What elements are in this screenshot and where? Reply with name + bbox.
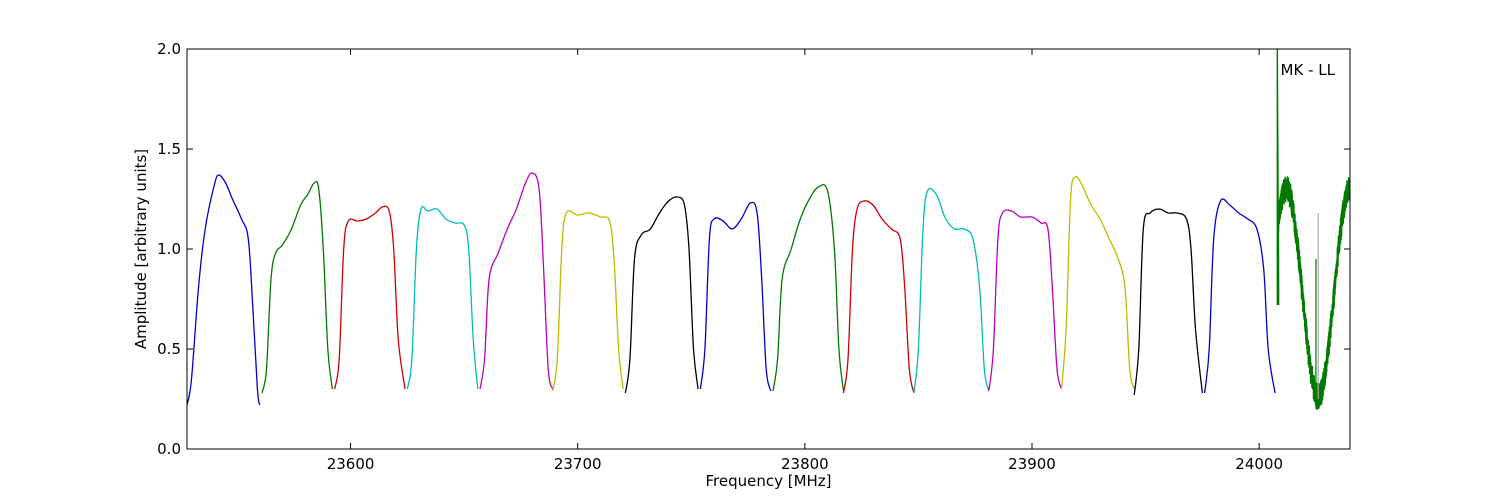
series-line-14 [1133,208,1204,396]
y-tick-label: 2.0 [157,40,181,58]
ticks-layer: 23600 23700 23800 23900 24000 0.0 0.5 1.0 1.5 2.0 [157,40,1350,473]
series-line-10 [842,200,915,394]
x-axis-label: Frequency [MHz] [705,472,831,490]
series-line-9 [772,184,845,392]
series-line-12 [988,209,1063,392]
y-tick-label: 1.0 [157,240,181,258]
x-tick-label: 23700 [554,455,602,473]
series-line-4 [406,206,479,390]
series-line-16 [1276,49,1350,410]
y-tick-label: 1.5 [157,140,181,158]
x-tick-label: 24000 [1235,455,1283,473]
series-line-5 [479,172,554,390]
series-line-6 [552,210,624,392]
chart-annotation: MK - LL [1281,61,1336,79]
y-tick-label: 0.0 [157,440,181,458]
y-tick-label: 0.5 [157,340,181,358]
x-tick-label: 23900 [1008,455,1056,473]
series-line-2 [261,180,334,394]
series-line-3 [333,205,406,390]
series-line-1 [187,174,261,406]
plot-area-frame [186,48,1351,450]
y-axis-label: Amplitude [arbitrary units] [132,149,150,349]
series-line-8 [699,201,772,392]
series-line-7 [624,196,699,394]
x-tick-label: 23800 [781,455,829,473]
series-line-13 [1060,175,1135,390]
series-line-11 [913,187,990,394]
x-tick-label: 23600 [327,455,375,473]
series-line-15 [1203,198,1276,394]
series-layer [187,49,1350,410]
